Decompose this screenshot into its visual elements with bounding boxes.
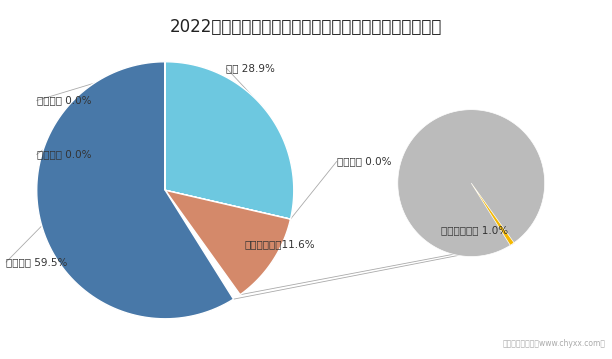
Text: 利用外资 0.0%: 利用外资 0.0%: [37, 95, 91, 106]
Polygon shape: [165, 190, 291, 295]
Text: 中央预算资金 1.0%: 中央预算资金 1.0%: [441, 225, 508, 235]
Text: 国家预算资金11.6%: 国家预算资金11.6%: [245, 239, 315, 249]
Text: 其他资金 59.5%: 其他资金 59.5%: [6, 257, 67, 267]
Polygon shape: [165, 62, 294, 219]
Text: 债券 28.9%: 债券 28.9%: [226, 63, 275, 73]
Text: 制图：智研咨询（www.chyxx.com）: 制图：智研咨询（www.chyxx.com）: [503, 339, 606, 348]
Polygon shape: [398, 109, 545, 257]
Polygon shape: [471, 183, 514, 245]
Polygon shape: [165, 190, 291, 219]
Text: 自筹资金 0.0%: 自筹资金 0.0%: [37, 149, 91, 159]
Text: 2022年汉川市市政设施实际到位资金来源占比情况统计图: 2022年汉川市市政设施实际到位资金来源占比情况统计图: [170, 18, 442, 36]
Text: 国内贷款 0.0%: 国内贷款 0.0%: [337, 157, 391, 167]
Polygon shape: [37, 62, 234, 319]
